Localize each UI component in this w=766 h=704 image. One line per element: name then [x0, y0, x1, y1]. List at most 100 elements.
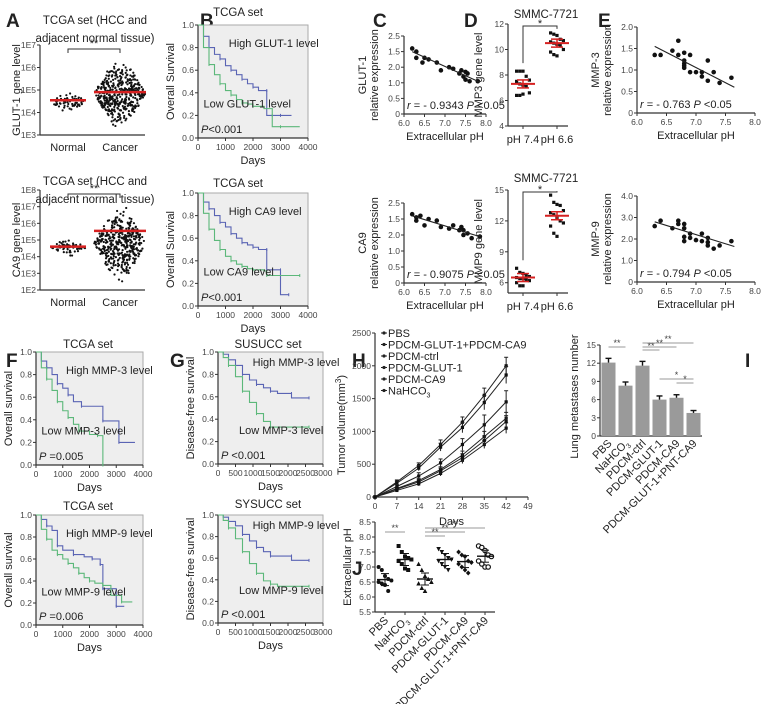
data-point [515, 93, 519, 97]
data-point [687, 52, 693, 58]
x-category-label: Cancer [102, 297, 138, 309]
survival-curve-low [198, 24, 300, 128]
data-point [128, 223, 131, 226]
data-point [504, 400, 508, 404]
data-point [101, 81, 104, 84]
data-point [130, 94, 133, 97]
data-point [55, 97, 59, 100]
data-point [80, 101, 83, 104]
data-point [106, 70, 109, 73]
data-point [137, 236, 141, 239]
y-tick-label: 4 [499, 121, 504, 131]
data-point [111, 109, 114, 112]
data-point [561, 209, 565, 213]
y-axis-label: GLUT-1 [357, 56, 369, 95]
legend-high: High CA9 level [229, 206, 302, 218]
y-tick-label: 1E5 [21, 85, 36, 95]
data-point [379, 581, 384, 586]
data-point [110, 69, 113, 73]
data-point [100, 250, 103, 254]
panel-d1: D SMMC-7721 4 6 8 10 12 pH 7.4 pH 6.6 MMP3 gene l… [464, 9, 578, 146]
data-point [120, 236, 123, 239]
legend-low: Low MMP-3 level [239, 425, 323, 437]
data-point [561, 47, 565, 52]
y-tick-label: 0.0 [20, 620, 32, 630]
data-point [465, 71, 470, 76]
data-point [681, 65, 687, 71]
x-tick-label: 0 [216, 627, 221, 637]
data-point [123, 114, 126, 118]
y-tick-label: 0.6 [202, 392, 214, 402]
data-point [128, 221, 132, 224]
data-point [101, 247, 105, 250]
data-point [133, 252, 136, 255]
y-tick-label: 6 [499, 278, 504, 288]
legend-label: PDCM-GLUT-1+PDCM-CA9 [388, 340, 526, 352]
y-tick-label: 10 [495, 45, 505, 55]
data-point [138, 243, 141, 246]
data-point [61, 109, 64, 112]
data-point [515, 79, 519, 83]
data-point [107, 84, 110, 87]
data-point [109, 237, 112, 240]
x-category-label: Normal [50, 142, 85, 154]
x-tick-label: 6.5 [419, 118, 431, 128]
data-point [130, 85, 133, 88]
x-tick-label: 42 [501, 501, 511, 511]
data-point [135, 232, 138, 235]
data-point [71, 242, 75, 245]
data-point [142, 239, 145, 243]
data-point [112, 257, 115, 260]
bar [686, 412, 701, 436]
data-point [128, 217, 131, 220]
legend-marker-dot [382, 331, 386, 335]
y-tick-label: 0.6 [20, 554, 32, 564]
data-point [80, 247, 83, 250]
data-point [561, 221, 565, 225]
data-point [121, 260, 124, 264]
survival-curve-high [198, 192, 289, 296]
y-tick-label: 0.4 [202, 575, 214, 585]
legend-marker-dot [382, 377, 386, 381]
data-point [98, 239, 101, 242]
y-axis-label: Overall Survival [165, 211, 177, 288]
data-point [705, 58, 711, 63]
data-point [121, 104, 124, 108]
data-point [130, 240, 133, 243]
data-point [126, 250, 129, 253]
data-point [73, 103, 76, 106]
legend-label: PDCM-ctrl [388, 351, 439, 363]
legend-high: High GLUT-1 level [229, 38, 319, 50]
data-point [105, 233, 109, 236]
data-point [79, 243, 82, 246]
data-point [114, 87, 117, 90]
data-point [124, 71, 127, 74]
data-point [128, 78, 131, 82]
data-point [143, 94, 146, 97]
data-point [116, 76, 119, 79]
data-point [379, 568, 384, 572]
data-point [504, 373, 508, 377]
data-point [63, 104, 66, 107]
data-point [68, 107, 71, 110]
data-point [123, 107, 126, 110]
data-point [711, 69, 716, 75]
y-axis-label: CA9 gene level [11, 203, 23, 278]
y-tick-label: 1.5 [388, 214, 400, 224]
data-point [687, 69, 693, 75]
data-point [121, 88, 124, 91]
data-point [552, 213, 556, 217]
data-point [676, 221, 681, 227]
data-point [133, 258, 136, 261]
data-point [133, 78, 136, 81]
data-point [66, 97, 69, 100]
data-point [114, 218, 117, 221]
data-point [108, 97, 112, 100]
data-point [102, 245, 105, 248]
data-point [125, 95, 128, 99]
data-point [676, 52, 681, 58]
data-point [75, 105, 79, 108]
y-tick-label: 0.8 [202, 532, 214, 542]
y-tick-label: 12 [495, 19, 505, 29]
